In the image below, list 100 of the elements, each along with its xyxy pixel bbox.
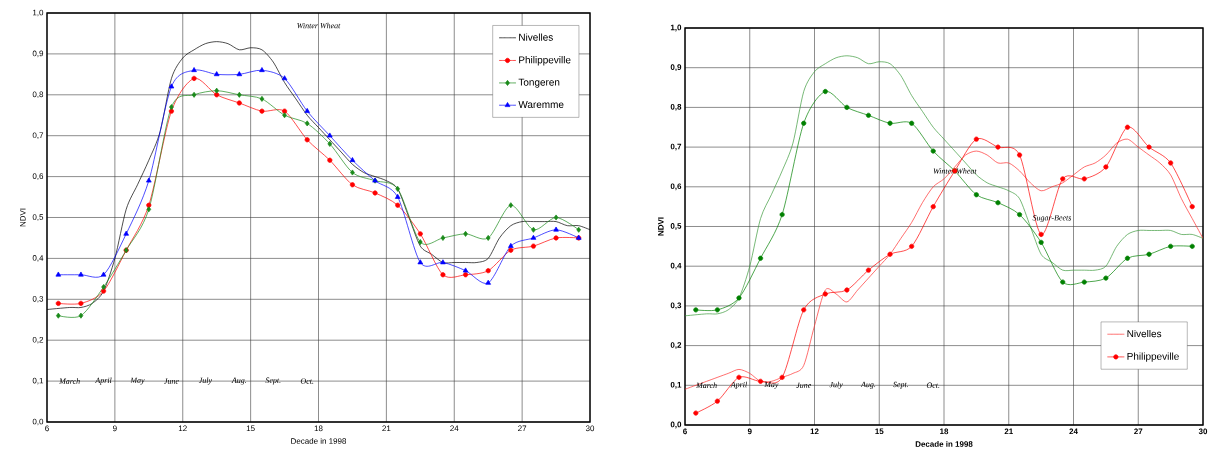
- point: [394, 193, 401, 199]
- point: [995, 200, 1001, 206]
- point: [801, 307, 807, 313]
- point: [237, 91, 242, 98]
- point: [1189, 204, 1195, 210]
- point: [1189, 243, 1195, 249]
- point: [463, 272, 469, 278]
- point: [349, 182, 355, 188]
- legend-label: Waremme: [518, 101, 564, 108]
- point: [508, 242, 514, 248]
- point: [101, 288, 107, 294]
- point: [168, 83, 175, 89]
- point: [1017, 152, 1023, 158]
- point: [779, 374, 785, 380]
- point: [78, 300, 84, 306]
- point: [327, 157, 333, 163]
- point: [372, 190, 378, 196]
- point: [485, 235, 491, 241]
- point: [553, 235, 559, 241]
- point: [56, 312, 61, 319]
- point: [1103, 164, 1109, 170]
- point: [508, 202, 514, 209]
- point: [214, 92, 220, 98]
- point: [865, 112, 872, 118]
- point: [236, 100, 242, 106]
- point: [553, 226, 559, 232]
- point: [191, 91, 197, 98]
- point: [101, 284, 106, 290]
- point: [327, 132, 333, 138]
- point: [508, 247, 514, 253]
- legend-label: Philippeville: [1127, 352, 1179, 362]
- point: [1146, 144, 1152, 150]
- point: [485, 279, 491, 285]
- point: [1060, 176, 1066, 182]
- point: [282, 112, 287, 119]
- point: [530, 234, 537, 240]
- point: [995, 144, 1001, 150]
- point: [973, 192, 979, 198]
- point: [822, 88, 828, 95]
- point: [146, 206, 152, 213]
- point: [259, 67, 265, 72]
- point: [887, 251, 893, 257]
- legend-label: Nivelles: [519, 33, 553, 41]
- point: [887, 120, 893, 126]
- point: [281, 75, 288, 81]
- point: [909, 120, 915, 126]
- point: [213, 71, 220, 77]
- point: [758, 255, 764, 261]
- point: [191, 67, 197, 72]
- line-series: [685, 138, 1204, 390]
- point: [463, 230, 468, 237]
- point: [1081, 279, 1087, 285]
- point: [78, 312, 84, 319]
- point: [236, 71, 243, 77]
- point: [327, 140, 333, 147]
- point: [801, 120, 807, 126]
- legend-label: Nivelles: [1127, 329, 1162, 338]
- point: [1017, 212, 1023, 218]
- point: [146, 202, 152, 208]
- line-series: [685, 55, 1204, 317]
- point: [259, 108, 265, 114]
- point: [1146, 251, 1152, 257]
- point: [462, 267, 469, 273]
- point: [844, 287, 850, 293]
- point: [909, 243, 915, 249]
- point: [146, 177, 152, 183]
- point: [779, 212, 785, 218]
- point: [973, 136, 979, 142]
- point: [349, 157, 356, 162]
- point: [417, 231, 423, 237]
- point: [259, 95, 265, 102]
- point: [395, 202, 401, 208]
- point: [440, 272, 446, 278]
- point: [214, 87, 219, 94]
- point: [395, 185, 400, 192]
- point: [304, 120, 310, 127]
- point: [736, 295, 742, 301]
- point: [865, 267, 872, 273]
- point: [1038, 239, 1044, 245]
- point: [123, 230, 129, 236]
- point: [553, 214, 559, 221]
- point: [714, 398, 720, 404]
- point: [417, 259, 424, 265]
- point: [191, 75, 197, 81]
- point: [55, 300, 61, 306]
- point: [714, 307, 720, 313]
- point: [530, 243, 536, 249]
- point: [485, 268, 491, 274]
- point: [1103, 275, 1109, 281]
- point: [693, 307, 699, 313]
- point: [78, 271, 84, 277]
- point: [100, 271, 107, 277]
- point: [576, 226, 581, 233]
- point: [758, 378, 764, 384]
- point: [693, 410, 699, 416]
- point: [418, 239, 423, 245]
- point: [822, 291, 828, 297]
- point: [736, 374, 742, 380]
- point: [930, 148, 936, 154]
- legend-label: Tongeren: [518, 78, 560, 88]
